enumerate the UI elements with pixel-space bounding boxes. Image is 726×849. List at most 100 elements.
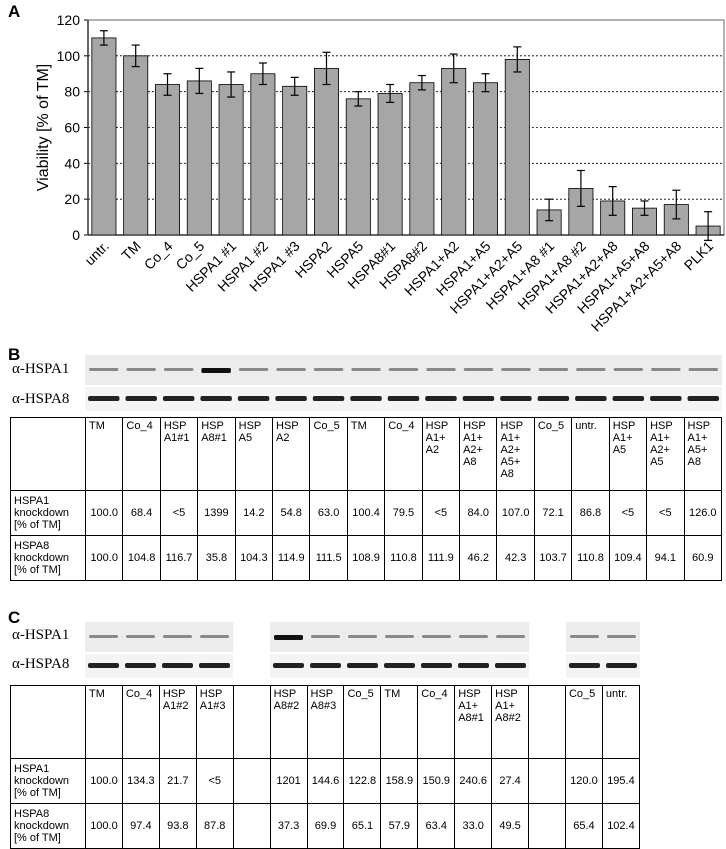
table-row: HSPA8 knockdown [% of TM] 100.0 104.8 116.7… — [10, 535, 722, 581]
table-cell: 93.8 — [158, 803, 197, 849]
table-cell — [10, 685, 86, 759]
band — [276, 368, 306, 371]
table-cell: 100.0 — [85, 803, 123, 849]
table-cell: HSP A1+ A8#1 — [454, 685, 493, 759]
band — [273, 663, 304, 668]
table-cell: HSP A8#1 — [197, 417, 236, 491]
table: TM Co_4 HSP A1#2 HSP A1#3 HSP A8#2 HSP A8#3 Co… — [10, 685, 641, 849]
table-cell: HSP A1+ A2 — [421, 417, 461, 491]
table-cell: <5 — [421, 490, 461, 536]
table-cell: 86.8 — [571, 490, 610, 536]
table-cell: Co_4 — [384, 417, 423, 491]
table-cell: HSP A1#3 — [195, 685, 234, 759]
table-cell: Co_4 — [122, 417, 161, 491]
band — [126, 368, 156, 371]
band — [650, 396, 682, 401]
table-cell: HSP A1#2 — [158, 685, 197, 759]
x-tick-label: Co_4 — [141, 238, 176, 273]
table-cell: HSP A1+ A8#2 — [491, 685, 530, 759]
bar — [186, 80, 212, 236]
band — [458, 663, 489, 668]
table-cell: 195.4 — [601, 758, 641, 804]
table-cell: 27.4 — [491, 758, 530, 804]
table-cell: HSPA1 knockdown [% of TM] — [10, 490, 86, 536]
bar — [91, 37, 117, 236]
table-cell — [528, 685, 566, 759]
band — [607, 635, 636, 638]
blot — [85, 622, 640, 678]
blot-label: α-HSPA8 — [12, 391, 70, 407]
band — [89, 635, 118, 638]
table-cell: 33.0 — [454, 803, 493, 849]
band — [384, 663, 415, 668]
y-tick-label: 0 — [72, 227, 80, 243]
band — [312, 396, 345, 401]
table-cell: 60.9 — [683, 535, 722, 581]
table-cell: TM — [85, 685, 123, 759]
band — [537, 396, 570, 401]
band — [274, 635, 303, 640]
table-cell: 103.7 — [533, 535, 573, 581]
table-row: HSPA1 knockdown [% of TM] 100.0 68.4 <5 1399… — [10, 490, 722, 536]
table-cell: Co_5 — [309, 417, 348, 491]
y-tick-label: 80 — [64, 84, 80, 100]
band — [463, 368, 494, 371]
band — [200, 635, 229, 638]
table-cell: 158.9 — [380, 758, 419, 804]
band — [238, 368, 269, 371]
table-cell: 150.9 — [417, 758, 456, 804]
band — [125, 663, 156, 668]
table-cell: 120.0 — [564, 758, 603, 804]
table-cell: 111.9 — [421, 535, 461, 581]
band — [606, 663, 637, 668]
x-tick-label: untr. — [81, 238, 112, 269]
band — [422, 635, 451, 638]
band — [500, 396, 532, 401]
bar — [218, 84, 244, 236]
x-tick-label: PLK1 — [681, 238, 717, 274]
blot-label: α-HSPA1 — [12, 627, 70, 643]
table-cell: TM — [346, 417, 386, 491]
table-cell: <5 — [195, 758, 234, 804]
table-cell: 63.4 — [417, 803, 456, 849]
band — [501, 368, 531, 371]
band — [385, 635, 414, 638]
panel-label: A — [8, 2, 21, 21]
band — [350, 396, 382, 401]
y-tick-label: 20 — [64, 191, 80, 207]
table-cell: <5 — [646, 490, 685, 536]
panel-label: B — [8, 345, 21, 364]
table-row: HSPA1 knockdown [% of TM] 100.0 134.3 21.7 <… — [10, 758, 641, 804]
table-cell: Co_4 — [121, 685, 160, 759]
band — [612, 396, 645, 401]
band — [495, 663, 526, 668]
table-cell: 42.3 — [496, 535, 535, 581]
table-cell: 84.0 — [459, 490, 498, 536]
table-cell: 144.6 — [306, 758, 345, 804]
table-cell: 110.8 — [384, 535, 423, 581]
band — [237, 396, 270, 401]
bar — [473, 82, 498, 236]
table-cell: untr. — [601, 685, 641, 759]
bar — [441, 67, 467, 236]
band — [311, 635, 340, 638]
table-row: TM Co_4 HSP A1#1 HSP A8#1 HSP A5 HSP A2 Co_5 TM… — [10, 417, 722, 491]
table-cell: 97.4 — [121, 803, 160, 849]
table-cell: untr. — [571, 417, 610, 491]
table-cell: HSP A1+ A5+ A8 — [683, 417, 722, 491]
table-cell: 49.5 — [491, 803, 530, 849]
table-cell: <5 — [159, 490, 199, 536]
band — [88, 663, 119, 668]
table-cell — [232, 758, 271, 804]
bar — [409, 82, 435, 236]
table-cell — [528, 803, 566, 849]
blot-label: α-HSPA8 — [12, 656, 70, 672]
table-cell: 14.2 — [234, 490, 274, 536]
table-cell: Co_4 — [417, 685, 456, 759]
table-cell — [528, 758, 566, 804]
band — [313, 368, 344, 371]
table-cell: 63.0 — [309, 490, 348, 536]
blot-label: α-HSPA1 — [12, 361, 70, 377]
y-tick-label: 40 — [64, 155, 80, 171]
band — [162, 396, 195, 401]
